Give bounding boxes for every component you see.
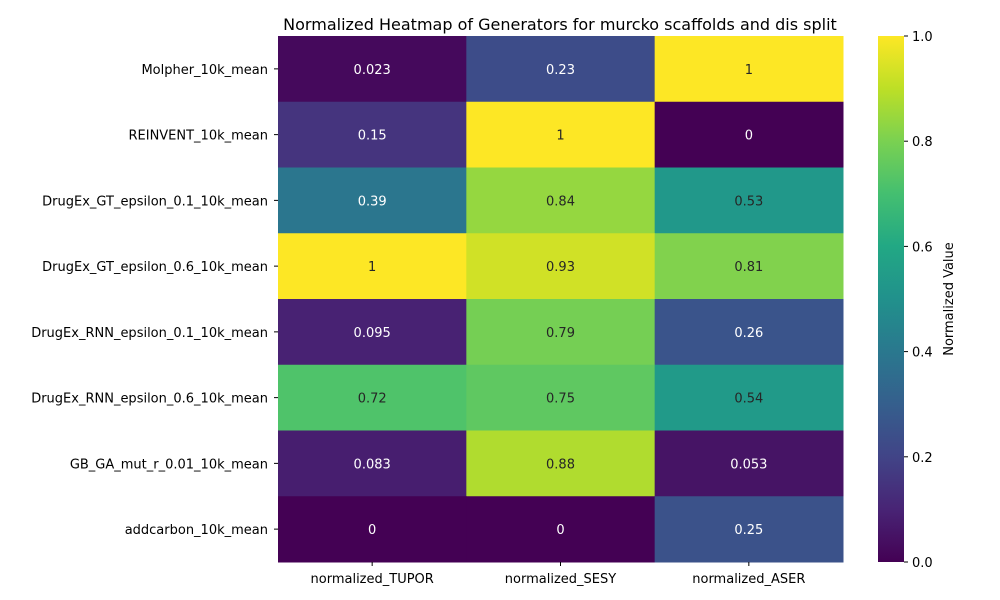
cell-value-label: 0.88 <box>546 457 575 472</box>
heatmap-cell <box>654 36 844 103</box>
heatmap-cell <box>466 233 656 300</box>
colorbar-tick-label: 0.8 <box>912 135 933 150</box>
heatmap-cell <box>466 101 656 168</box>
cell-value-label: 0.84 <box>546 194 575 209</box>
x-tick-label: normalized_ASER <box>692 572 805 587</box>
heatmap-cell <box>278 233 467 300</box>
cell-value-label: 0.53 <box>734 194 763 209</box>
cell-value-label: 0 <box>556 523 564 538</box>
cell-value-label: 0.26 <box>734 326 763 341</box>
cell-value-label: 1 <box>556 129 564 144</box>
heatmap-cell <box>654 233 844 300</box>
heatmap-cell <box>654 299 844 366</box>
y-tick-label: addcarbon_10k_mean <box>125 523 268 538</box>
cell-value-label: 0.095 <box>354 326 391 341</box>
heatmap-cell <box>466 496 656 563</box>
x-tick-label: normalized_TUPOR <box>311 572 434 587</box>
heatmap-cell <box>654 430 844 497</box>
y-tick-label: DrugEx_RNN_epsilon_0.6_10k_mean <box>31 392 268 407</box>
heatmap-cell <box>654 364 844 431</box>
cell-value-label: 0.75 <box>546 392 575 407</box>
heatmap-cell <box>654 496 844 563</box>
y-tick-label: REINVENT_10k_mean <box>128 129 268 144</box>
heatmap-cell <box>278 496 467 563</box>
y-tick-label: DrugEx_RNN_epsilon_0.1_10k_mean <box>31 326 268 341</box>
heatmap-cell <box>466 364 656 431</box>
cell-value-label: 0.79 <box>546 326 575 341</box>
y-tick-label: GB_GA_mut_r_0.01_10k_mean <box>70 457 268 472</box>
heatmap-cell <box>278 364 467 431</box>
x-tick-label: normalized_SESY <box>505 572 616 587</box>
cell-value-label: 0.053 <box>730 457 767 472</box>
colorbar <box>878 36 904 562</box>
cell-value-label: 0.72 <box>358 392 387 407</box>
heatmap-cell <box>466 36 656 103</box>
cell-value-label: 0.81 <box>734 260 763 275</box>
heatmap-cell <box>278 430 467 497</box>
colorbar-tick-label: 1.0 <box>912 30 933 45</box>
heatmap-cell <box>278 299 467 366</box>
colorbar-tick-label: 0.2 <box>912 451 933 466</box>
cell-value-label: 0 <box>745 129 753 144</box>
cell-value-label: 0.23 <box>546 63 575 78</box>
y-tick-label: DrugEx_GT_epsilon_0.6_10k_mean <box>42 260 268 275</box>
cell-value-label: 1 <box>745 63 753 78</box>
heatmap-cell <box>654 101 844 168</box>
cell-value-label: 0 <box>368 523 376 538</box>
colorbar-tick-label: 0.4 <box>912 346 933 361</box>
cell-value-label: 0.023 <box>354 63 391 78</box>
cell-value-label: 0.54 <box>734 392 763 407</box>
heatmap-cell <box>466 430 656 497</box>
colorbar-tick-label: 0.6 <box>912 240 933 255</box>
cell-value-label: 0.39 <box>358 194 387 209</box>
heatmap-cell <box>466 167 656 234</box>
cell-value-label: 0.083 <box>354 457 391 472</box>
cell-value-label: 0.15 <box>358 129 387 144</box>
cell-value-label: 0.93 <box>546 260 575 275</box>
heatmap-cell <box>278 101 467 168</box>
heatmap-cell <box>278 167 467 234</box>
colorbar-label: Normalized Value <box>942 242 957 356</box>
heatmap-cell <box>654 167 844 234</box>
heatmap-cell <box>278 36 467 103</box>
y-tick-label: Molpher_10k_mean <box>141 63 268 78</box>
y-tick-label: DrugEx_GT_epsilon_0.1_10k_mean <box>42 194 268 209</box>
cell-value-label: 0.25 <box>734 523 763 538</box>
chart-title: Normalized Heatmap of Generators for mur… <box>283 15 837 34</box>
colorbar-tick-label: 0.0 <box>912 556 933 571</box>
cell-value-label: 1 <box>368 260 376 275</box>
heatmap-cell <box>466 299 656 366</box>
